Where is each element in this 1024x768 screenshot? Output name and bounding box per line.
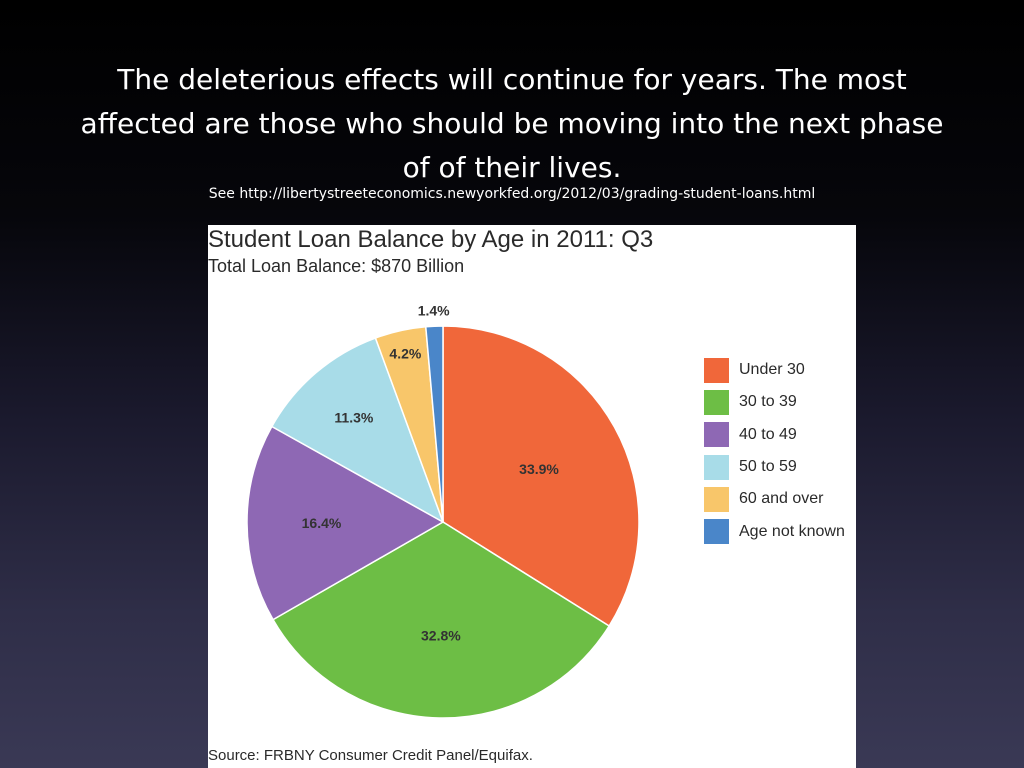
pie-slice-under-30 xyxy=(442,325,640,628)
legend-swatch-age-not-known xyxy=(704,519,729,545)
pie-chart: 33.9% 32.8% 16.4% 11.3% 4.2% 1.4% xyxy=(246,303,640,719)
pie-slice-age-not-known xyxy=(424,325,444,523)
data-label-30-to-39: 32.8% xyxy=(421,628,461,644)
data-label-60-and-over: 4.2% xyxy=(389,346,421,362)
legend-label-30-to-39: 30 to 39 xyxy=(739,393,797,411)
legend-label-under-30: Under 30 xyxy=(739,361,805,379)
data-label-age-not-known: 1.4% xyxy=(418,303,450,319)
legend-swatch-60-and-over xyxy=(704,486,729,512)
source-link[interactable]: See http://libertystreeteconomics.newyor… xyxy=(208,186,816,202)
legend-item-under-30: Under 30 xyxy=(704,354,845,386)
slide-title: The deleterious effects will continue fo… xyxy=(40,58,984,190)
legend-swatch-under-30 xyxy=(704,357,729,383)
data-label-50-to-59: 11.3% xyxy=(334,410,373,426)
legend-label-50-to-59: 50 to 59 xyxy=(739,458,797,476)
slide-title-line-1: The deleterious effects will continue fo… xyxy=(117,63,907,96)
legend-label-60-and-over: 60 and over xyxy=(739,490,824,508)
pie-slice-30-to-39 xyxy=(272,521,611,719)
legend-item-50-to-59: 50 to 59 xyxy=(704,451,845,483)
legend-label-age-not-known: Age not known xyxy=(739,522,845,540)
pie-slice-50-to-59 xyxy=(270,337,445,524)
chart-legend: Under 30 30 to 39 40 to 49 50 to 59 60 and o… xyxy=(704,354,845,548)
slide-title-line-2: affected are those who should be moving … xyxy=(80,107,944,140)
legend-swatch-50-to-59 xyxy=(704,454,729,480)
legend-item-40-to-49: 40 to 49 xyxy=(704,419,845,451)
legend-item-age-not-known: Age not known xyxy=(704,515,845,547)
legend-item-60-and-over: 60 and over xyxy=(704,483,845,515)
chart-image: Student Loan Balance by Age in 2011: Q3 … xyxy=(208,225,856,768)
legend-item-30-to-39: 30 to 39 xyxy=(704,386,845,418)
pie-slice-40-to-49 xyxy=(246,425,445,621)
chart-title: Student Loan Balance by Age in 2011: Q3 xyxy=(208,226,654,253)
legend-label-40-to-49: 40 to 49 xyxy=(739,425,797,443)
slide-title-line-3: of of their lives. xyxy=(402,151,622,184)
legend-swatch-40-to-49 xyxy=(704,422,729,448)
chart-subtitle: Total Loan Balance: $870 Billion xyxy=(208,256,465,276)
data-label-under-30: 33.9% xyxy=(519,461,559,477)
data-label-40-to-49: 16.4% xyxy=(302,515,342,531)
legend-swatch-30-to-39 xyxy=(704,389,729,415)
chart-source: Source: FRBNY Consumer Credit Panel/Equi… xyxy=(208,747,533,764)
